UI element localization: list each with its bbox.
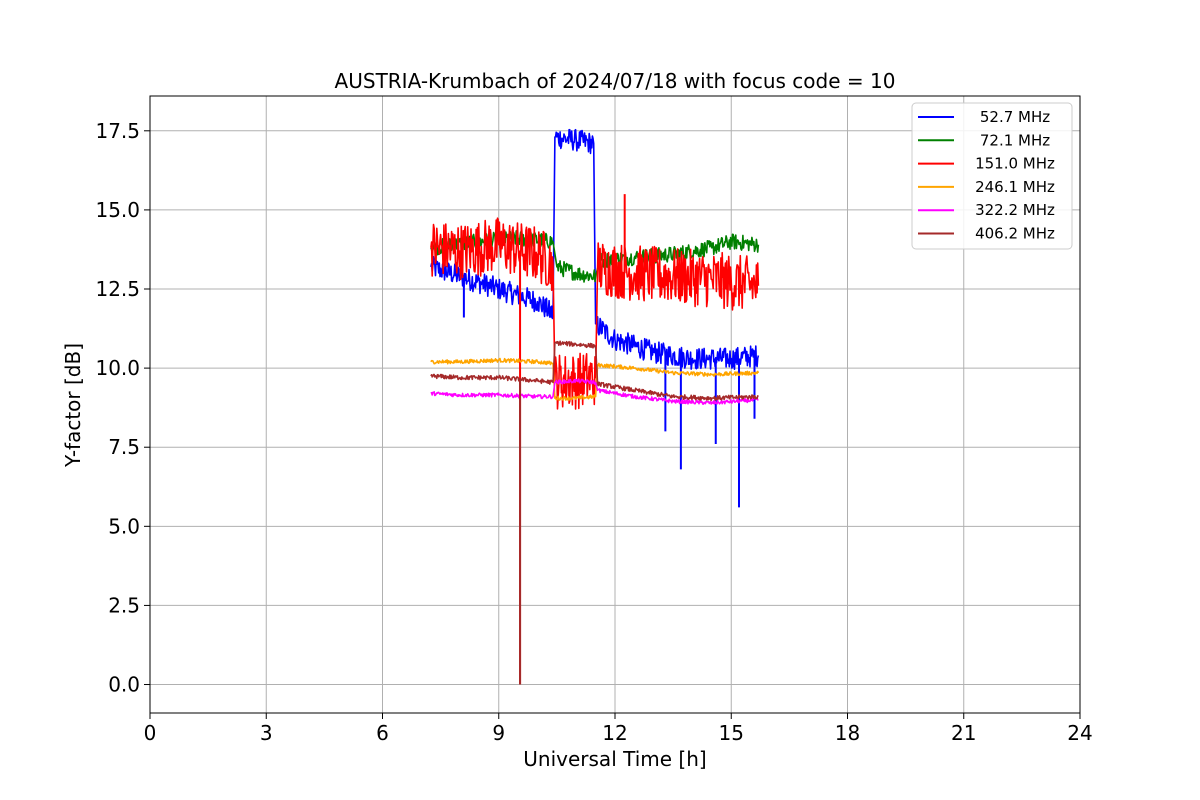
x-tick-label: 9 xyxy=(492,721,505,745)
x-tick-label: 18 xyxy=(835,721,860,745)
y-tick-label: 12.5 xyxy=(95,277,140,301)
series-line-5 xyxy=(430,378,759,405)
x-tick-label: 15 xyxy=(719,721,744,745)
y-tick-label: 5.0 xyxy=(108,514,140,538)
x-tick-label: 6 xyxy=(376,721,389,745)
y-tick-label: 15.0 xyxy=(95,198,140,222)
legend-label: 52.7 MHz xyxy=(980,108,1050,126)
x-tick-label: 12 xyxy=(602,721,627,745)
y-tick-label: 17.5 xyxy=(95,119,140,143)
series-layer xyxy=(430,128,760,685)
legend-label: 151.0 MHz xyxy=(975,155,1055,173)
legend: 52.7 MHz 72.1 MHz 151.0 MHz 246.1 MHz 322.2… xyxy=(911,102,1073,250)
series-line-6 xyxy=(430,340,759,402)
legend-label: 406.2 MHz xyxy=(975,225,1055,243)
x-tick-label: 3 xyxy=(260,721,273,745)
x-tick-label: 24 xyxy=(1067,721,1092,745)
y-tick-label: 2.5 xyxy=(108,593,140,617)
y-axis-label: Y-factor [dB] xyxy=(61,343,85,468)
legend-label: 322.2 MHz xyxy=(975,201,1055,219)
x-tick-label: 0 xyxy=(144,721,157,745)
y-tick-label: 0.0 xyxy=(108,673,140,697)
y-tick-label: 10.0 xyxy=(95,356,140,380)
x-axis: 0 3 6 9 12 15 18 21 24 xyxy=(144,713,1093,745)
legend-label: 246.1 MHz xyxy=(975,178,1055,196)
y-axis: 0.0 2.5 5.0 7.5 10.0 12.5 15.0 17.5 xyxy=(95,119,150,697)
legend-label: 72.1 MHz xyxy=(980,131,1050,149)
series-line-4 xyxy=(430,357,760,401)
x-tick-label: 21 xyxy=(951,721,976,745)
x-axis-label: Universal Time [h] xyxy=(523,747,706,771)
y-tick-label: 7.5 xyxy=(108,435,140,459)
series-line-3 xyxy=(430,217,760,410)
chart-title: AUSTRIA-Krumbach of 2024/07/18 with focu… xyxy=(335,69,896,93)
